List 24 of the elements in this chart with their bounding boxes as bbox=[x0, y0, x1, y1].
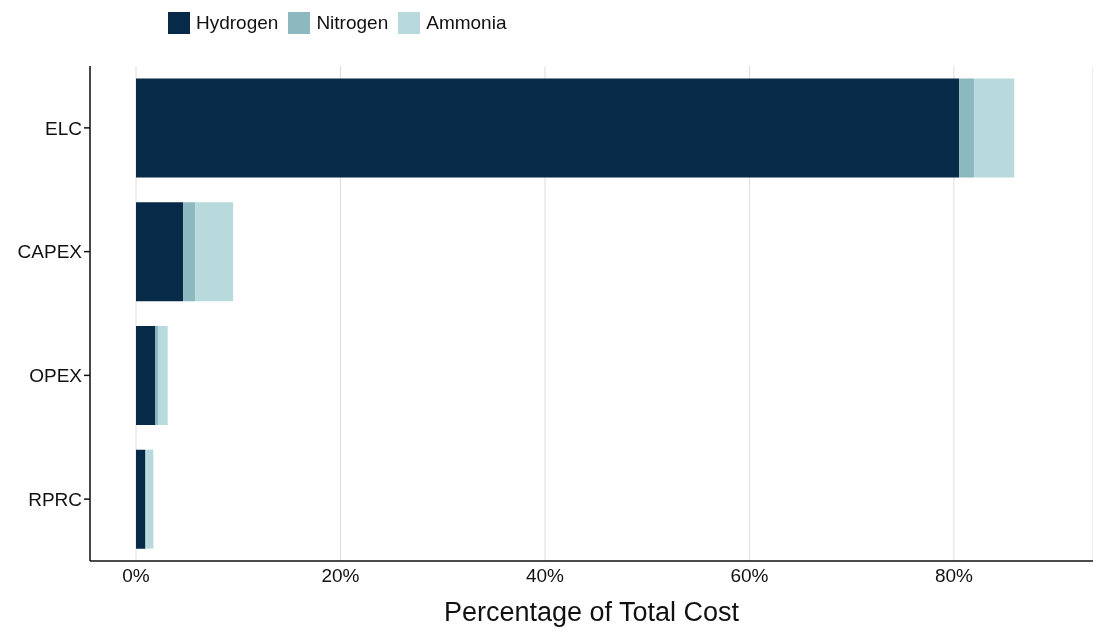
x-tick-label: 20% bbox=[321, 565, 360, 587]
y-tick-label: RPRC bbox=[28, 488, 82, 510]
legend-label: Hydrogen bbox=[196, 12, 279, 34]
bar bbox=[195, 202, 234, 302]
x-tick-label: 80% bbox=[934, 565, 974, 587]
bar bbox=[136, 202, 184, 302]
bar bbox=[974, 78, 1015, 178]
x-tick-label: 0% bbox=[122, 565, 150, 587]
x-tick-label: 40% bbox=[525, 565, 565, 587]
y-tick-label: ELC bbox=[45, 117, 82, 139]
y-tick-label: OPEX bbox=[29, 365, 83, 387]
y-tick-label: CAPEX bbox=[17, 241, 83, 263]
bar bbox=[146, 449, 154, 549]
bar bbox=[136, 325, 156, 425]
x-tick-label: 60% bbox=[730, 565, 769, 587]
bar bbox=[158, 325, 168, 425]
bar bbox=[136, 78, 960, 178]
bar bbox=[183, 202, 196, 302]
x-axis-title: Percentage of Total Cost bbox=[443, 597, 740, 627]
bar bbox=[155, 325, 159, 425]
legend-label: Nitrogen bbox=[316, 12, 389, 34]
bar bbox=[959, 78, 975, 178]
bar bbox=[136, 449, 146, 549]
legend-label: Ammonia bbox=[426, 12, 507, 34]
